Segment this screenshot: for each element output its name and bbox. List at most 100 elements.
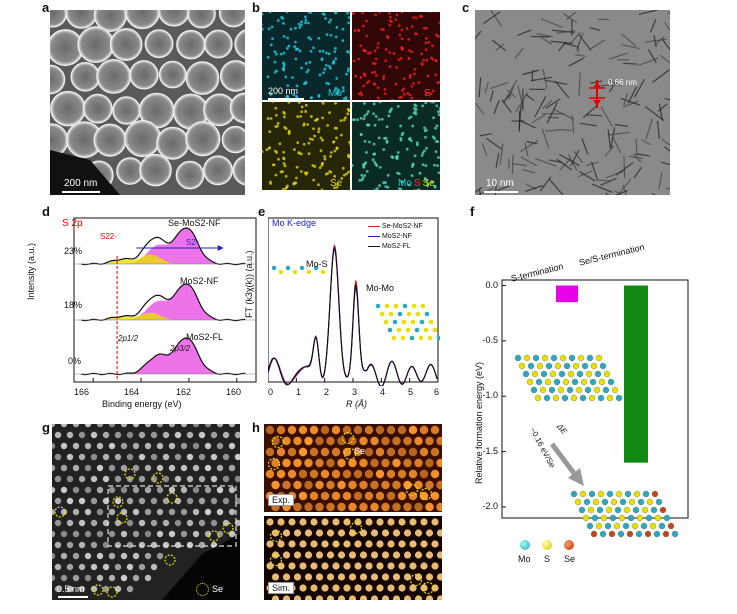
eds-signal [293, 40, 297, 44]
structure-atom [285, 265, 291, 271]
eds-signal [268, 130, 272, 133]
lattice-fringe [559, 157, 572, 171]
lattice-fringe [644, 38, 667, 43]
atom-column [370, 436, 379, 446]
lattice-fringe [531, 70, 534, 82]
atom-column [359, 573, 368, 581]
structure-atom [402, 303, 408, 309]
lattice-atom [614, 506, 622, 514]
map-label-s: S [424, 88, 431, 99]
structure-atom [387, 327, 393, 333]
atom-column [234, 475, 240, 483]
structure-atom [420, 303, 426, 309]
lattice-fringe [542, 99, 553, 110]
atom-column [180, 464, 188, 472]
atom-column [431, 584, 439, 592]
lattice-fringe [534, 157, 557, 167]
lattice-atom [590, 362, 598, 370]
atom-column [370, 595, 379, 600]
atom-column [370, 573, 379, 581]
atom-column [376, 540, 384, 548]
eds-signal [336, 91, 340, 95]
atom-column [298, 447, 308, 457]
eds-signal [318, 49, 322, 53]
atom-column [156, 464, 164, 472]
map-label-overlay: Mo S Se [398, 178, 435, 189]
lattice-atom [653, 530, 661, 538]
eds-signal [332, 140, 335, 144]
eds-signal [416, 188, 420, 190]
eds-signal [298, 25, 302, 29]
atom-column [392, 480, 401, 490]
atom-column [222, 453, 230, 461]
lattice-fringe [578, 34, 592, 51]
atom-column [108, 530, 116, 538]
atom-column [120, 442, 128, 450]
lattice-fringe [495, 153, 500, 168]
panel-label-a: a [42, 0, 50, 15]
eds-signal [429, 92, 433, 95]
atom-column [282, 480, 291, 490]
lattice-fringe [652, 69, 670, 83]
atom-column [198, 497, 206, 505]
eds-signal [320, 188, 324, 190]
atom-column [364, 447, 374, 457]
atom-column [228, 442, 236, 450]
lattice-fringe [576, 32, 584, 51]
atom-column [386, 447, 396, 457]
eds-signal [347, 153, 350, 157]
eds-signal [325, 81, 328, 85]
atom-column [398, 518, 406, 526]
atom-column [343, 518, 351, 526]
xps-title: S 2p [62, 218, 83, 229]
lattice-atom [640, 522, 648, 530]
eds-signal [363, 162, 367, 166]
eds-signal [431, 44, 434, 48]
atom-column [326, 480, 335, 490]
lattice-atom [644, 530, 652, 538]
eds-signal [267, 27, 271, 31]
atom-column [337, 502, 346, 512]
formation-energy-chart [500, 254, 690, 544]
eds-signal [309, 49, 313, 53]
eds-signal [336, 182, 340, 186]
lattice-atom [544, 378, 552, 386]
atom-column [84, 442, 92, 450]
eds-signal [348, 52, 350, 55]
lattice-atom [636, 514, 644, 522]
atom-column [210, 519, 218, 527]
lattice-fringe [600, 177, 617, 186]
atom-column [150, 563, 158, 571]
eds-signal [313, 134, 317, 138]
atom-column [348, 436, 357, 446]
eds-signal [400, 180, 404, 184]
eds-signal [339, 133, 343, 137]
nanoflower-sphere [77, 26, 115, 64]
eds-signal [305, 70, 309, 74]
atom-column [168, 442, 176, 450]
lattice-fringe [505, 79, 518, 100]
eds-signal [282, 21, 285, 25]
eds-signal [321, 102, 324, 103]
eds-signal [413, 103, 417, 107]
atom-column [425, 551, 434, 559]
eds-signal [308, 137, 312, 141]
atom-column [156, 552, 164, 560]
eds-signal [344, 116, 347, 120]
atom-column [315, 573, 324, 581]
eds-signal [410, 50, 414, 54]
atom-column [162, 497, 170, 505]
eds-signal [295, 176, 298, 180]
atom-column [90, 541, 98, 549]
lattice-fringe [490, 10, 503, 28]
eds-signal [360, 173, 364, 177]
xps-curve-label-1: Se-MoS2-NF [168, 218, 221, 228]
lattice-fringe [623, 156, 626, 179]
eds-signal [300, 105, 304, 109]
eds-signal [304, 21, 307, 25]
eds-signal [365, 169, 369, 173]
lattice-atom [602, 386, 610, 394]
eds-signal [335, 146, 339, 150]
eds-signal [435, 33, 438, 37]
exafs-title: Mo K-edge [272, 218, 317, 228]
